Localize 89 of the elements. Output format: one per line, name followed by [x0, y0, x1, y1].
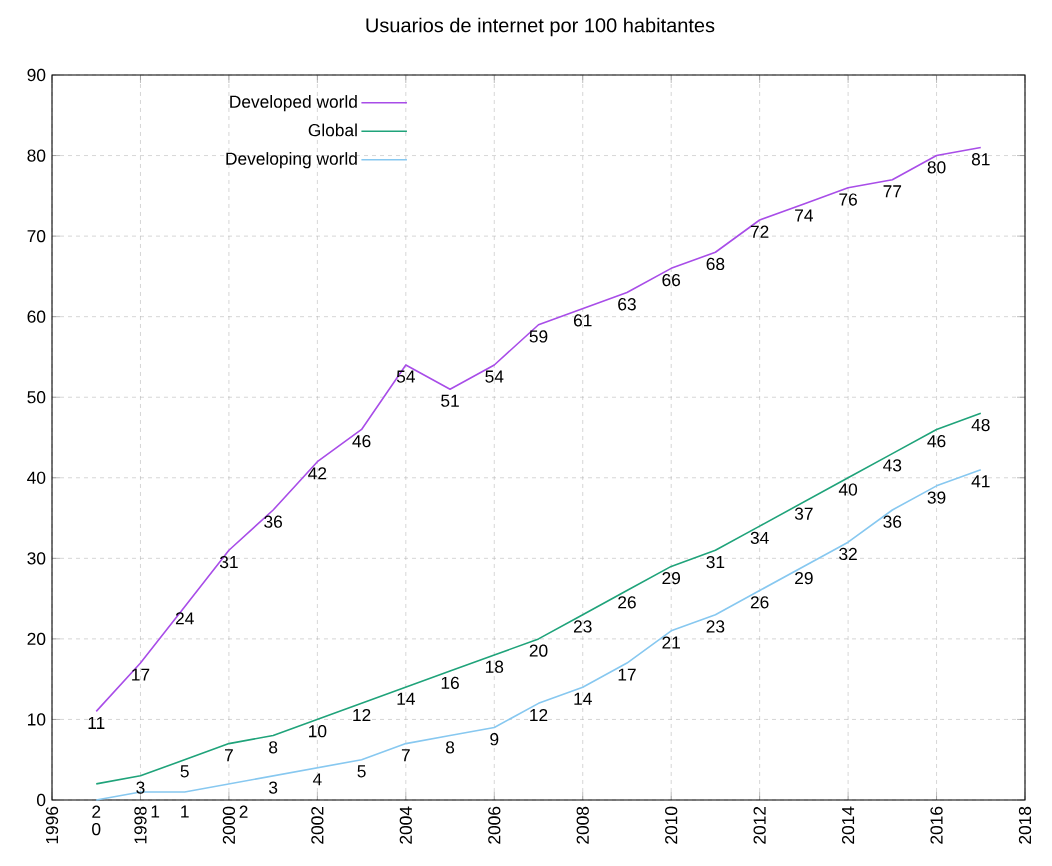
- data-label: 12: [353, 708, 371, 722]
- data-label: 5: [180, 765, 189, 778]
- data-label: 32: [839, 547, 857, 561]
- data-label: 1: [151, 805, 160, 818]
- data-label: 4: [312, 773, 322, 786]
- data-label: 8: [445, 741, 455, 754]
- data-label: 46: [927, 435, 946, 448]
- x-tick-label: 2002: [311, 806, 324, 844]
- legend-label: Global: [308, 123, 357, 137]
- data-label: 46: [352, 435, 371, 448]
- data-label: 54: [396, 370, 415, 383]
- y-tick-label: 80: [27, 149, 46, 162]
- data-label: 48: [971, 418, 990, 432]
- data-label: 14: [574, 692, 592, 705]
- y-tick-label: 10: [28, 713, 46, 726]
- data-label: 23: [706, 620, 725, 633]
- x-tick-label: 2014: [841, 806, 855, 844]
- x-tick-label: 2004: [399, 806, 412, 844]
- x-tick-label: 2010: [665, 806, 678, 844]
- x-tick-label: 2018: [1018, 806, 1032, 844]
- data-label: 61: [573, 314, 592, 327]
- y-tick-label: 40: [27, 471, 46, 484]
- data-label: 63: [618, 298, 636, 311]
- data-label: 31: [219, 555, 238, 569]
- y-tick-label: 90: [27, 68, 46, 82]
- data-label: 26: [618, 596, 636, 609]
- y-tick-label: 50: [27, 391, 46, 404]
- data-label: 5: [357, 765, 366, 778]
- y-tick-label: 60: [27, 310, 46, 323]
- data-label: 39: [927, 491, 946, 504]
- data-label: 43: [883, 459, 902, 472]
- data-label: 68: [706, 257, 725, 271]
- data-label: 10: [309, 725, 327, 738]
- data-label: 42: [308, 467, 327, 480]
- x-tick-label: 2016: [930, 806, 943, 844]
- data-label: 81: [971, 153, 990, 166]
- data-label: 21: [662, 636, 680, 649]
- data-label: 3: [136, 781, 145, 794]
- data-label: 12: [530, 708, 548, 722]
- x-tick-label: 1996: [45, 806, 59, 844]
- data-label: 26: [750, 596, 769, 609]
- x-tick-label: 2008: [576, 806, 589, 844]
- data-label: 40: [838, 483, 858, 496]
- data-label: 7: [401, 749, 410, 762]
- data-label: 31: [706, 555, 725, 569]
- data-label: 3: [268, 781, 278, 794]
- y-tick-label: 70: [27, 229, 46, 243]
- x-tick-label: 2012: [753, 806, 766, 844]
- data-label: 36: [264, 515, 283, 528]
- data-label: 34: [750, 531, 769, 544]
- data-label: 41: [971, 475, 990, 488]
- data-label: 29: [662, 571, 681, 585]
- data-label: 59: [529, 330, 548, 343]
- data-label: 1: [181, 805, 189, 818]
- data-label: 80: [927, 161, 946, 174]
- x-tick-label: 2006: [488, 806, 501, 844]
- data-label: 16: [441, 676, 459, 689]
- data-label: 74: [795, 209, 813, 222]
- data-label: 29: [795, 571, 813, 585]
- data-label: 51: [441, 394, 459, 407]
- data-label: 7: [225, 749, 233, 762]
- x-tick-label: 1998: [134, 806, 147, 844]
- data-label: 66: [662, 273, 681, 287]
- data-label: 0: [92, 822, 101, 836]
- data-label: 36: [883, 515, 902, 528]
- y-tick-label: 30: [27, 552, 46, 565]
- legend-label: Developing world: [226, 152, 357, 169]
- data-label: 24: [175, 612, 194, 625]
- data-label: 17: [132, 668, 150, 681]
- data-label: 77: [883, 185, 902, 198]
- data-label: 17: [618, 668, 636, 681]
- chart-title: Usuarios de internet por 100 habitantes: [366, 17, 715, 37]
- data-label: 76: [839, 193, 857, 206]
- data-label: 11: [88, 716, 105, 729]
- y-tick-label: 0: [36, 793, 46, 807]
- y-tick-label: 20: [27, 632, 46, 646]
- x-tick-label: 2000: [222, 806, 236, 844]
- data-label: 8: [269, 741, 278, 754]
- data-label: 18: [485, 660, 504, 673]
- data-label: 72: [750, 225, 769, 238]
- data-label: 20: [529, 644, 548, 657]
- data-label: 37: [794, 507, 813, 520]
- data-label: 2: [239, 805, 248, 818]
- data-label: 9: [490, 733, 499, 746]
- data-label: 2: [92, 805, 101, 818]
- legend-label: Developed world: [230, 95, 357, 112]
- data-label: 23: [573, 620, 592, 633]
- data-label: 54: [485, 370, 504, 383]
- data-label: 14: [397, 692, 415, 705]
